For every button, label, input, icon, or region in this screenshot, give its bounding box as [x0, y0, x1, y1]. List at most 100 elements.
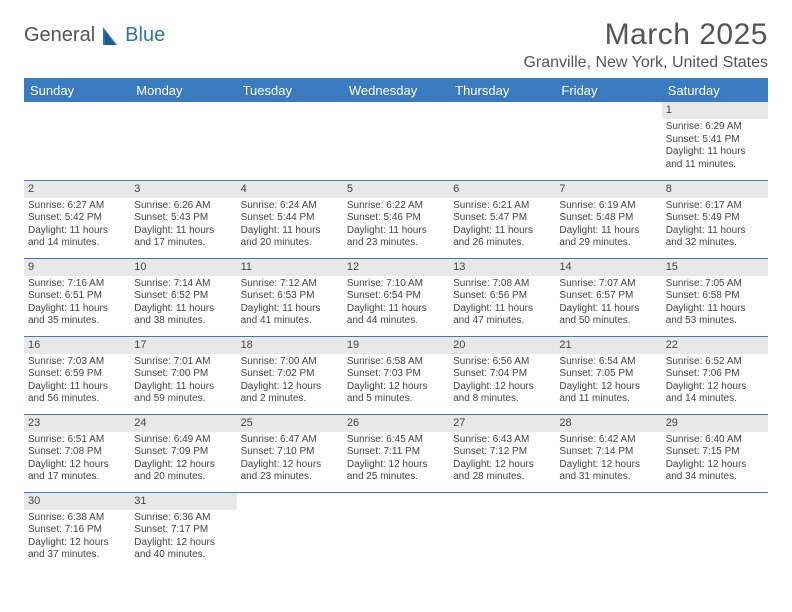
sunrise-line: Sunrise: 6:56 AM: [453, 356, 551, 369]
day-details: Sunrise: 7:00 AMSunset: 7:02 PMDaylight:…: [237, 354, 343, 410]
calendar-cell: 6Sunrise: 6:21 AMSunset: 5:47 PMDaylight…: [449, 180, 555, 258]
day-details: Sunrise: 6:49 AMSunset: 7:09 PMDaylight:…: [130, 432, 236, 488]
day-details: Sunrise: 6:24 AMSunset: 5:44 PMDaylight:…: [237, 198, 343, 254]
calendar-cell: 27Sunrise: 6:43 AMSunset: 7:12 PMDayligh…: [449, 414, 555, 492]
calendar-cell: 25Sunrise: 6:47 AMSunset: 7:10 PMDayligh…: [237, 414, 343, 492]
day-number: 2: [24, 181, 130, 198]
sunset-line: Sunset: 6:54 PM: [347, 290, 445, 303]
sunrise-line: Sunrise: 6:27 AM: [28, 200, 126, 213]
day-number: 18: [237, 337, 343, 354]
day-details: Sunrise: 6:54 AMSunset: 7:05 PMDaylight:…: [555, 354, 661, 410]
sunset-line: Sunset: 7:05 PM: [559, 368, 657, 381]
day-number: 22: [662, 337, 768, 354]
sunset-line: Sunset: 7:14 PM: [559, 446, 657, 459]
sunset-line: Sunset: 7:06 PM: [666, 368, 764, 381]
daylight-line: Daylight: 11 hours and 20 minutes.: [241, 225, 339, 250]
brand-general: General: [24, 24, 95, 47]
day-number: 28: [555, 415, 661, 432]
day-details: Sunrise: 6:51 AMSunset: 7:08 PMDaylight:…: [24, 432, 130, 488]
sunset-line: Sunset: 7:08 PM: [28, 446, 126, 459]
sunrise-line: Sunrise: 6:54 AM: [559, 356, 657, 369]
calendar-cell: 30Sunrise: 6:38 AMSunset: 7:16 PMDayligh…: [24, 492, 130, 570]
calendar-cell: 5Sunrise: 6:22 AMSunset: 5:46 PMDaylight…: [343, 180, 449, 258]
daylight-line: Daylight: 11 hours and 53 minutes.: [666, 303, 764, 328]
day-number: 14: [555, 259, 661, 276]
calendar-cell: 1Sunrise: 6:29 AMSunset: 5:41 PMDaylight…: [662, 102, 768, 180]
sunset-line: Sunset: 5:47 PM: [453, 212, 551, 225]
day-details: Sunrise: 6:47 AMSunset: 7:10 PMDaylight:…: [237, 432, 343, 488]
day-number: 20: [449, 337, 555, 354]
calendar-cell: 9Sunrise: 7:16 AMSunset: 6:51 PMDaylight…: [24, 258, 130, 336]
day-number: 8: [662, 181, 768, 198]
day-number: 1: [662, 102, 768, 119]
day-number: 16: [24, 337, 130, 354]
calendar-cell: 14Sunrise: 7:07 AMSunset: 6:57 PMDayligh…: [555, 258, 661, 336]
month-title: March 2025: [523, 18, 768, 52]
weekday-header-row: Sunday Monday Tuesday Wednesday Thursday…: [24, 79, 768, 102]
daylight-line: Daylight: 12 hours and 11 minutes.: [559, 381, 657, 406]
day-details: Sunrise: 6:21 AMSunset: 5:47 PMDaylight:…: [449, 198, 555, 254]
day-details: Sunrise: 6:22 AMSunset: 5:46 PMDaylight:…: [343, 198, 449, 254]
daylight-line: Daylight: 11 hours and 11 minutes.: [666, 146, 764, 171]
daylight-line: Daylight: 12 hours and 23 minutes.: [241, 459, 339, 484]
day-details: Sunrise: 7:07 AMSunset: 6:57 PMDaylight:…: [555, 276, 661, 332]
calendar-row: 1Sunrise: 6:29 AMSunset: 5:41 PMDaylight…: [24, 102, 768, 180]
calendar-cell: 12Sunrise: 7:10 AMSunset: 6:54 PMDayligh…: [343, 258, 449, 336]
weekday-header: Saturday: [662, 79, 768, 102]
calendar-cell: 2Sunrise: 6:27 AMSunset: 5:42 PMDaylight…: [24, 180, 130, 258]
calendar-cell: 24Sunrise: 6:49 AMSunset: 7:09 PMDayligh…: [130, 414, 236, 492]
day-details: Sunrise: 6:36 AMSunset: 7:17 PMDaylight:…: [130, 510, 236, 566]
sunrise-line: Sunrise: 6:47 AM: [241, 434, 339, 447]
daylight-line: Daylight: 12 hours and 25 minutes.: [347, 459, 445, 484]
day-details: Sunrise: 6:45 AMSunset: 7:11 PMDaylight:…: [343, 432, 449, 488]
sunset-line: Sunset: 6:51 PM: [28, 290, 126, 303]
day-details: Sunrise: 6:17 AMSunset: 5:49 PMDaylight:…: [662, 198, 768, 254]
sunrise-line: Sunrise: 7:14 AM: [134, 278, 232, 291]
daylight-line: Daylight: 11 hours and 26 minutes.: [453, 225, 551, 250]
brand-logo: General Blue: [24, 24, 165, 47]
day-details: Sunrise: 7:16 AMSunset: 6:51 PMDaylight:…: [24, 276, 130, 332]
day-details: Sunrise: 6:19 AMSunset: 5:48 PMDaylight:…: [555, 198, 661, 254]
sunset-line: Sunset: 5:43 PM: [134, 212, 232, 225]
day-number: 23: [24, 415, 130, 432]
day-number: 13: [449, 259, 555, 276]
daylight-line: Daylight: 11 hours and 56 minutes.: [28, 381, 126, 406]
day-number: 19: [343, 337, 449, 354]
sunset-line: Sunset: 7:04 PM: [453, 368, 551, 381]
brand-blue: Blue: [125, 24, 165, 47]
sunrise-line: Sunrise: 7:01 AM: [134, 356, 232, 369]
sunset-line: Sunset: 7:03 PM: [347, 368, 445, 381]
calendar-cell: 19Sunrise: 6:58 AMSunset: 7:03 PMDayligh…: [343, 336, 449, 414]
daylight-line: Daylight: 12 hours and 20 minutes.: [134, 459, 232, 484]
day-number: 5: [343, 181, 449, 198]
daylight-line: Daylight: 11 hours and 59 minutes.: [134, 381, 232, 406]
calendar-cell: 31Sunrise: 6:36 AMSunset: 7:17 PMDayligh…: [130, 492, 236, 570]
location-text: Granville, New York, United States: [523, 54, 768, 72]
sunset-line: Sunset: 7:11 PM: [347, 446, 445, 459]
sunset-line: Sunset: 6:58 PM: [666, 290, 764, 303]
calendar-cell: 29Sunrise: 6:40 AMSunset: 7:15 PMDayligh…: [662, 414, 768, 492]
sunrise-line: Sunrise: 6:52 AM: [666, 356, 764, 369]
day-details: Sunrise: 6:42 AMSunset: 7:14 PMDaylight:…: [555, 432, 661, 488]
calendar-cell: 4Sunrise: 6:24 AMSunset: 5:44 PMDaylight…: [237, 180, 343, 258]
day-number: 11: [237, 259, 343, 276]
sunrise-line: Sunrise: 6:36 AM: [134, 512, 232, 525]
sunrise-line: Sunrise: 7:05 AM: [666, 278, 764, 291]
page-header: General Blue March 2025 Granville, New Y…: [24, 18, 768, 72]
sunrise-line: Sunrise: 6:38 AM: [28, 512, 126, 525]
sunrise-line: Sunrise: 6:42 AM: [559, 434, 657, 447]
calendar-cell-empty: [343, 492, 449, 570]
sunset-line: Sunset: 6:59 PM: [28, 368, 126, 381]
sunrise-line: Sunrise: 6:40 AM: [666, 434, 764, 447]
sunrise-line: Sunrise: 7:03 AM: [28, 356, 126, 369]
sunset-line: Sunset: 5:42 PM: [28, 212, 126, 225]
sunset-line: Sunset: 7:10 PM: [241, 446, 339, 459]
daylight-line: Daylight: 12 hours and 40 minutes.: [134, 537, 232, 562]
day-details: Sunrise: 6:26 AMSunset: 5:43 PMDaylight:…: [130, 198, 236, 254]
day-number: 29: [662, 415, 768, 432]
calendar-cell-empty: [555, 102, 661, 180]
calendar-cell: 26Sunrise: 6:45 AMSunset: 7:11 PMDayligh…: [343, 414, 449, 492]
sunrise-line: Sunrise: 7:00 AM: [241, 356, 339, 369]
weekday-header: Friday: [555, 79, 661, 102]
day-number: 31: [130, 493, 236, 510]
